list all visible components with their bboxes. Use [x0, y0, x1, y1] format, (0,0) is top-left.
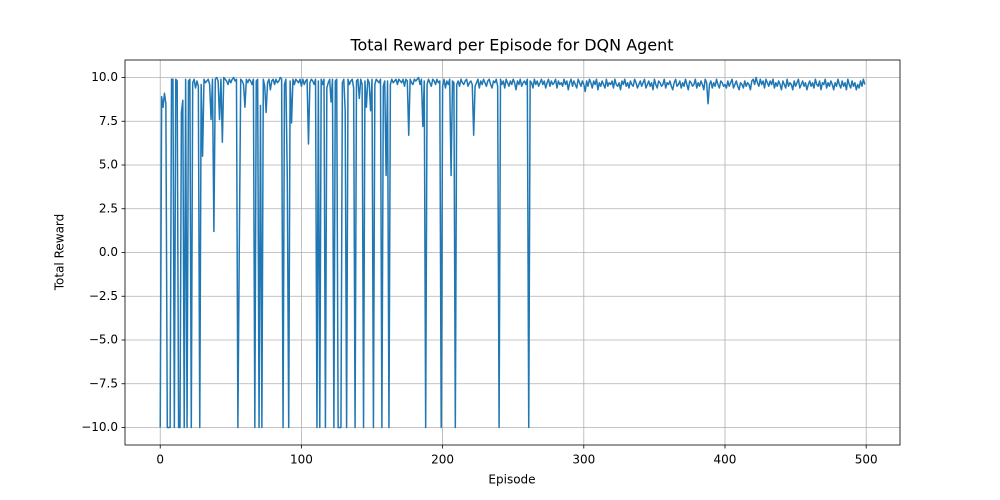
- plot-area: [159, 76, 866, 429]
- x-tick-label: 400: [714, 453, 737, 467]
- y-tick-label: −2.5: [89, 289, 118, 303]
- y-tick-label: −7.5: [89, 376, 118, 390]
- y-tick-label: −5.0: [89, 333, 118, 347]
- x-tick-label: 300: [572, 453, 595, 467]
- x-tick-label: 0: [156, 453, 164, 467]
- x-tick-label: 500: [855, 453, 878, 467]
- x-axis-label: Episode: [488, 473, 535, 487]
- data-line: [159, 76, 866, 429]
- y-tick-label: −10.0: [81, 420, 118, 434]
- chart-title: Total Reward per Episode for DQN Agent: [349, 36, 673, 55]
- y-tick-label: 5.0: [99, 158, 118, 172]
- y-tick-label: 10.0: [91, 70, 118, 84]
- y-tick-label: 7.5: [99, 114, 118, 128]
- y-tick-label: 0.0: [99, 245, 118, 259]
- x-tick-label: 100: [290, 453, 313, 467]
- y-axis-label: Total Reward: [53, 214, 67, 292]
- y-tick-label: 2.5: [99, 201, 118, 215]
- ticks: 0 100 200 300 400 500 −10.0 −7.5 −5.0 −2.5 0.0 2.5 5…: [81, 70, 877, 467]
- x-tick-label: 200: [431, 453, 454, 467]
